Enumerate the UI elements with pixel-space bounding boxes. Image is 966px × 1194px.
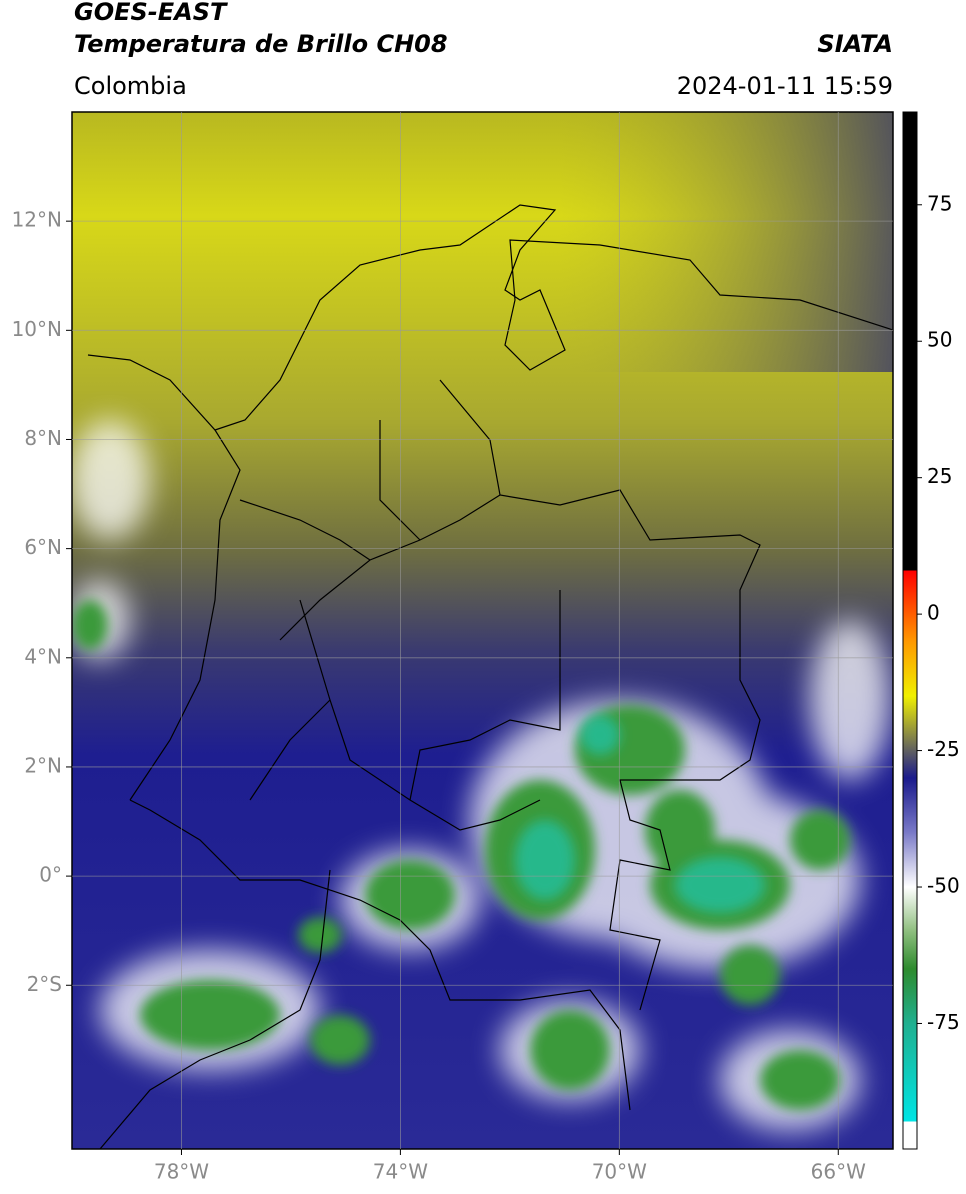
colorbar: 75 50 25 0 -25 -50 -75 xyxy=(902,111,960,1150)
source: SIATA xyxy=(817,30,893,58)
y-tick-label: 0° xyxy=(39,863,62,887)
x-tick-label: 78°W xyxy=(154,1160,209,1184)
y-tick-label: 2°N xyxy=(24,753,62,777)
satellite-image xyxy=(72,112,893,1149)
region: Colombia xyxy=(74,72,187,100)
map-frame xyxy=(71,111,894,1150)
colorbar-tick-label: 0 xyxy=(927,601,940,625)
y-tick-label: 4°N xyxy=(24,644,62,668)
colorbar-tick-label: 50 xyxy=(927,328,952,352)
subtitle: Temperatura de Brillo CH08 xyxy=(74,30,448,58)
colorbar-tick-label: -25 xyxy=(927,737,960,761)
colorbar-scale xyxy=(902,111,918,1150)
colorbar-tick-label: -75 xyxy=(927,1010,960,1034)
datetime: 2024-01-11 15:59 xyxy=(677,72,893,100)
x-tick-label: 70°W xyxy=(592,1160,647,1184)
x-tick-label: 66°W xyxy=(811,1160,866,1184)
y-tick-label: 8°N xyxy=(24,426,62,450)
y-tick-label: 10°N xyxy=(12,317,62,341)
y-tick-label: 2°S xyxy=(27,972,62,996)
y-tick-label: 6°N xyxy=(24,535,62,559)
x-tick-label: 74°W xyxy=(373,1160,428,1184)
colorbar-tick-label: 75 xyxy=(927,191,952,215)
colorbar-tick-label: -50 xyxy=(927,874,960,898)
y-tick-label: 12°N xyxy=(12,208,62,232)
title: GOES-EAST xyxy=(74,0,228,26)
colorbar-tick-label: 25 xyxy=(927,464,952,488)
